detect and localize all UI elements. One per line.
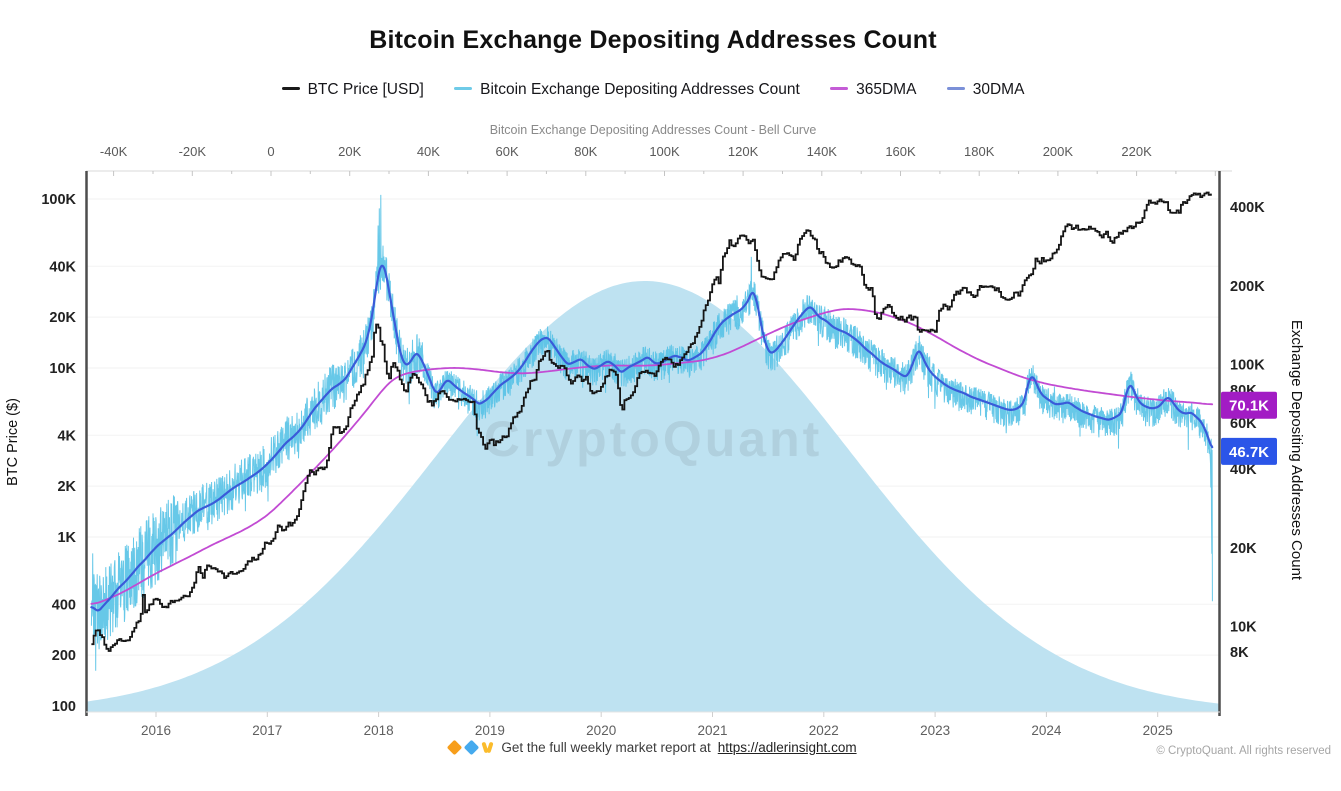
right-axis-tick-label: 20K — [1230, 541, 1257, 557]
raised-hands-icon — [481, 741, 495, 754]
right-axis-tick-label: 40K — [1230, 462, 1257, 478]
legend-label: 30DMA — [972, 81, 1025, 98]
right-axis-tick-label: 8K — [1230, 645, 1249, 661]
dma30-swatch-icon — [946, 87, 965, 91]
top-axis-tick-label: 160K — [885, 144, 916, 159]
chart-background-layer — [86, 198, 1220, 712]
left-axis-tick-label: 100 — [52, 699, 76, 715]
btc-price-swatch-icon — [281, 87, 300, 91]
chart-series-layer — [90, 191, 1214, 671]
addresses-swatch-icon — [454, 87, 473, 91]
footer-emoji-row — [447, 739, 495, 756]
top-axis-tick-label: 80K — [574, 144, 597, 159]
bell-curve-area — [86, 281, 1220, 712]
x-axis-year-label: 2023 — [920, 723, 950, 738]
dma365-line — [90, 308, 1214, 605]
left-axis-title: BTC Price ($) — [5, 398, 21, 486]
x-axis-year-label: 2025 — [1143, 723, 1173, 738]
legend-item-365dma: 365DMA — [830, 81, 916, 99]
top-axis-tick-label: 220K — [1121, 144, 1152, 159]
x-axis-year-label: 2021 — [697, 723, 727, 738]
orange-diamond-icon — [447, 739, 463, 756]
left-axis-tick-label: 4K — [57, 428, 76, 444]
left-axis-tick-label: 400 — [52, 597, 76, 613]
legend-item-30dma: 30DMA — [946, 81, 1025, 99]
top-axis-tick-label: 140K — [807, 144, 838, 159]
dma30-line — [90, 264, 1214, 612]
end-value-badge-label: 70.1K — [1229, 398, 1269, 415]
x-axis-year-label: 2024 — [1031, 723, 1062, 738]
top-axis-tick-label: -40K — [100, 144, 128, 159]
right-axis-tick-label: 100K — [1230, 358, 1265, 374]
right-axis-tick-label: 60K — [1230, 416, 1257, 432]
legend-label: 365DMA — [856, 81, 917, 98]
left-axis-tick-label: 1K — [57, 530, 76, 546]
btc-price-line — [91, 191, 1212, 652]
legend: BTC Price [USD] Bitcoin Exchange Deposit… — [0, 81, 1306, 99]
watermark-text: CryptoQuant — [484, 411, 823, 467]
x-axis-year-label: 2020 — [586, 723, 616, 738]
end-value-badge-label: 46.7K — [1229, 444, 1269, 461]
footer-message: Get the full weekly market report at htt… — [0, 739, 1306, 756]
top-axis-tick-label: 200K — [1043, 144, 1074, 159]
copyright-notice: © CryptoQuant. All rights reserved — [1156, 745, 1331, 757]
legend-label: BTC Price [USD] — [307, 81, 424, 98]
x-axis-year-label: 2019 — [475, 723, 505, 738]
top-axis-tick-label: 60K — [496, 144, 519, 159]
x-axis-year-label: 2022 — [809, 723, 839, 738]
right-axis-tick-label: 400K — [1230, 200, 1265, 216]
footer-text: Get the full weekly market report at — [501, 740, 711, 755]
left-axis-tick-label: 200 — [52, 648, 76, 664]
top-axis-tick-label: 0 — [267, 144, 274, 159]
right-axis-tick-label: 200K — [1230, 279, 1265, 295]
left-axis-tick-label: 20K — [49, 310, 76, 326]
left-axis-tick-label: 40K — [49, 259, 76, 275]
page-title: Bitcoin Exchange Depositing Addresses Co… — [369, 26, 937, 54]
top-axis-tick-label: 40K — [417, 144, 440, 159]
report-link[interactable]: https://adlerinsight.com — [717, 740, 857, 755]
gem-icon — [464, 739, 480, 756]
right-axis-tick-label: 10K — [1230, 620, 1257, 636]
top-axis-title: Bitcoin Exchange Depositing Addresses Co… — [489, 123, 817, 137]
legend-item-addresses: Bitcoin Exchange Depositing Addresses Co… — [454, 81, 800, 99]
top-axis-tick-label: -20K — [179, 144, 207, 159]
legend-label: Bitcoin Exchange Depositing Addresses Co… — [480, 81, 800, 98]
end-value-badge — [1221, 391, 1277, 419]
top-axis-tick-label: 20K — [338, 144, 361, 159]
x-axis-year-label: 2017 — [252, 723, 282, 738]
left-axis-tick-label: 10K — [49, 361, 76, 377]
right-axis-title: Exchange Depositing Addresses Count — [1288, 320, 1305, 581]
x-axis-year-label: 2018 — [364, 723, 394, 738]
top-axis-tick-label: 120K — [728, 144, 759, 159]
end-value-badge — [1221, 437, 1277, 465]
legend-item-btc-price: BTC Price [USD] — [281, 81, 424, 99]
left-axis-tick-label: 100K — [41, 192, 76, 208]
left-axis-tick-label: 2K — [57, 479, 76, 495]
x-axis-year-label: 2016 — [141, 723, 171, 738]
chart-axes-layer: -40K -20K 0 20K 40K 60K 80K 100K 120K 140K 160K 180… — [5, 144, 1305, 738]
top-axis-tick-label: 180K — [964, 144, 995, 159]
top-axis-tick-label: 100K — [649, 144, 680, 159]
dma365-swatch-icon — [830, 87, 849, 91]
